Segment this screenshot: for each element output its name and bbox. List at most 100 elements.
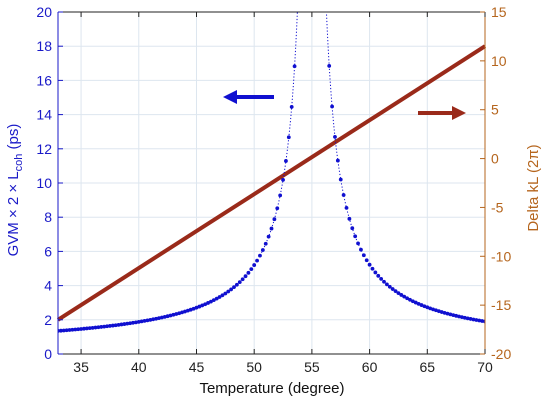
left-axis-label: GVM × 2 × Lcoh (ps): [5, 124, 25, 257]
left-arrow-head: [223, 90, 237, 104]
gvm-point: [364, 258, 369, 263]
gvm-point: [289, 104, 294, 109]
gvm-point: [465, 316, 470, 321]
left-tick-label: 0: [44, 346, 52, 362]
gvm-point: [347, 216, 352, 221]
left-axis-label-unit: (ps): [5, 124, 22, 154]
gvm-point: [269, 226, 274, 231]
left-tick-label: 20: [36, 4, 52, 20]
x-tick-label: 40: [131, 359, 147, 375]
gvm-point: [445, 311, 450, 316]
gvm-point: [252, 263, 257, 267]
gvm-point: [344, 206, 349, 210]
gvm-point: [58, 328, 63, 333]
gvm-point: [379, 277, 384, 281]
right-tick-label: -20: [491, 346, 511, 362]
gvm-point: [266, 234, 271, 239]
left-tick-label: 4: [44, 278, 52, 294]
gvm-point: [217, 295, 222, 299]
gvm-point: [275, 206, 280, 211]
gvm-point: [393, 289, 398, 294]
gvm-point: [356, 241, 360, 246]
gvm-point: [159, 315, 164, 320]
gvm-point: [462, 315, 467, 320]
gvm-point: [422, 304, 427, 309]
gvm-point: [451, 313, 456, 318]
gvm-point: [246, 270, 251, 275]
gvm-point: [260, 248, 265, 252]
gvm-point: [272, 217, 277, 222]
gvm-point: [197, 304, 202, 309]
gvm-point: [439, 310, 444, 314]
delta-kl-series: [56, 44, 487, 322]
left-tick-label: 6: [44, 243, 52, 259]
gvm-point: [96, 325, 101, 330]
gvm-point: [370, 266, 375, 271]
right-tick-label: 10: [491, 53, 507, 69]
gvm-point: [191, 306, 196, 311]
gvm-point: [327, 64, 332, 68]
gvm-point: [434, 308, 438, 313]
gvm-point: [223, 291, 228, 296]
gvm-point: [73, 327, 78, 332]
x-tick-label: 35: [73, 359, 89, 375]
gvm-point: [249, 267, 254, 272]
gvm-point: [194, 305, 199, 310]
x-tick-label: 50: [246, 359, 262, 375]
gvm-point: [286, 135, 291, 140]
gvm-curve-right: [325, 12, 365, 256]
gvm-point: [468, 317, 473, 321]
left-tick-label: 2: [44, 312, 52, 328]
gvm-point: [82, 326, 86, 331]
gvm-point: [102, 324, 107, 329]
gvm-point: [477, 318, 482, 323]
gvm-point: [171, 312, 176, 317]
gvm-point: [174, 312, 179, 316]
x-tick-label: 55: [304, 359, 320, 375]
gvm-point: [373, 270, 378, 275]
gvm-point: [408, 297, 412, 302]
left-tick-label: 10: [36, 175, 52, 191]
gvm-point: [232, 285, 236, 290]
gvm-point: [76, 327, 81, 332]
gvm-point: [113, 323, 118, 328]
gvm-point: [108, 324, 112, 328]
gvm-point: [376, 273, 381, 278]
gvm-point: [436, 309, 441, 314]
gvm-point: [67, 328, 72, 332]
gvm-point: [405, 296, 410, 301]
gvm-point: [226, 289, 231, 294]
gvm-point: [350, 226, 355, 231]
gvm-point: [116, 322, 121, 327]
right-tick-label: -15: [491, 297, 511, 313]
right-arrow-head: [452, 106, 466, 120]
x-axis-label: Temperature (degree): [199, 380, 344, 397]
gvm-point: [93, 325, 98, 330]
gvm-point: [139, 319, 144, 324]
right-tick-label: -10: [491, 248, 511, 264]
x-tick-label: 45: [189, 359, 205, 375]
gvm-point: [281, 177, 285, 182]
gvm-point: [333, 135, 337, 139]
gvm-point: [154, 316, 158, 321]
gvm-point: [431, 307, 435, 312]
gvm-point: [457, 314, 461, 319]
gvm-point: [402, 294, 407, 299]
gvm-point: [128, 321, 133, 326]
delta-kl-line: [56, 44, 487, 322]
gvm-point: [240, 277, 245, 282]
gvm-point: [110, 323, 115, 328]
gvm-point: [185, 308, 190, 313]
gvm-point: [361, 253, 366, 258]
gvm-point: [133, 320, 138, 325]
gvm-point: [419, 303, 424, 307]
left-axis-label-main: GVM × 2 × L: [5, 171, 22, 256]
gvm-point: [99, 325, 104, 329]
gvm-point: [188, 307, 193, 312]
gvm-point: [61, 328, 66, 333]
gvm-point: [353, 234, 358, 239]
gvm-point: [214, 296, 219, 301]
annotation-arrows: [223, 90, 466, 120]
left-tick-label: 14: [36, 107, 52, 123]
